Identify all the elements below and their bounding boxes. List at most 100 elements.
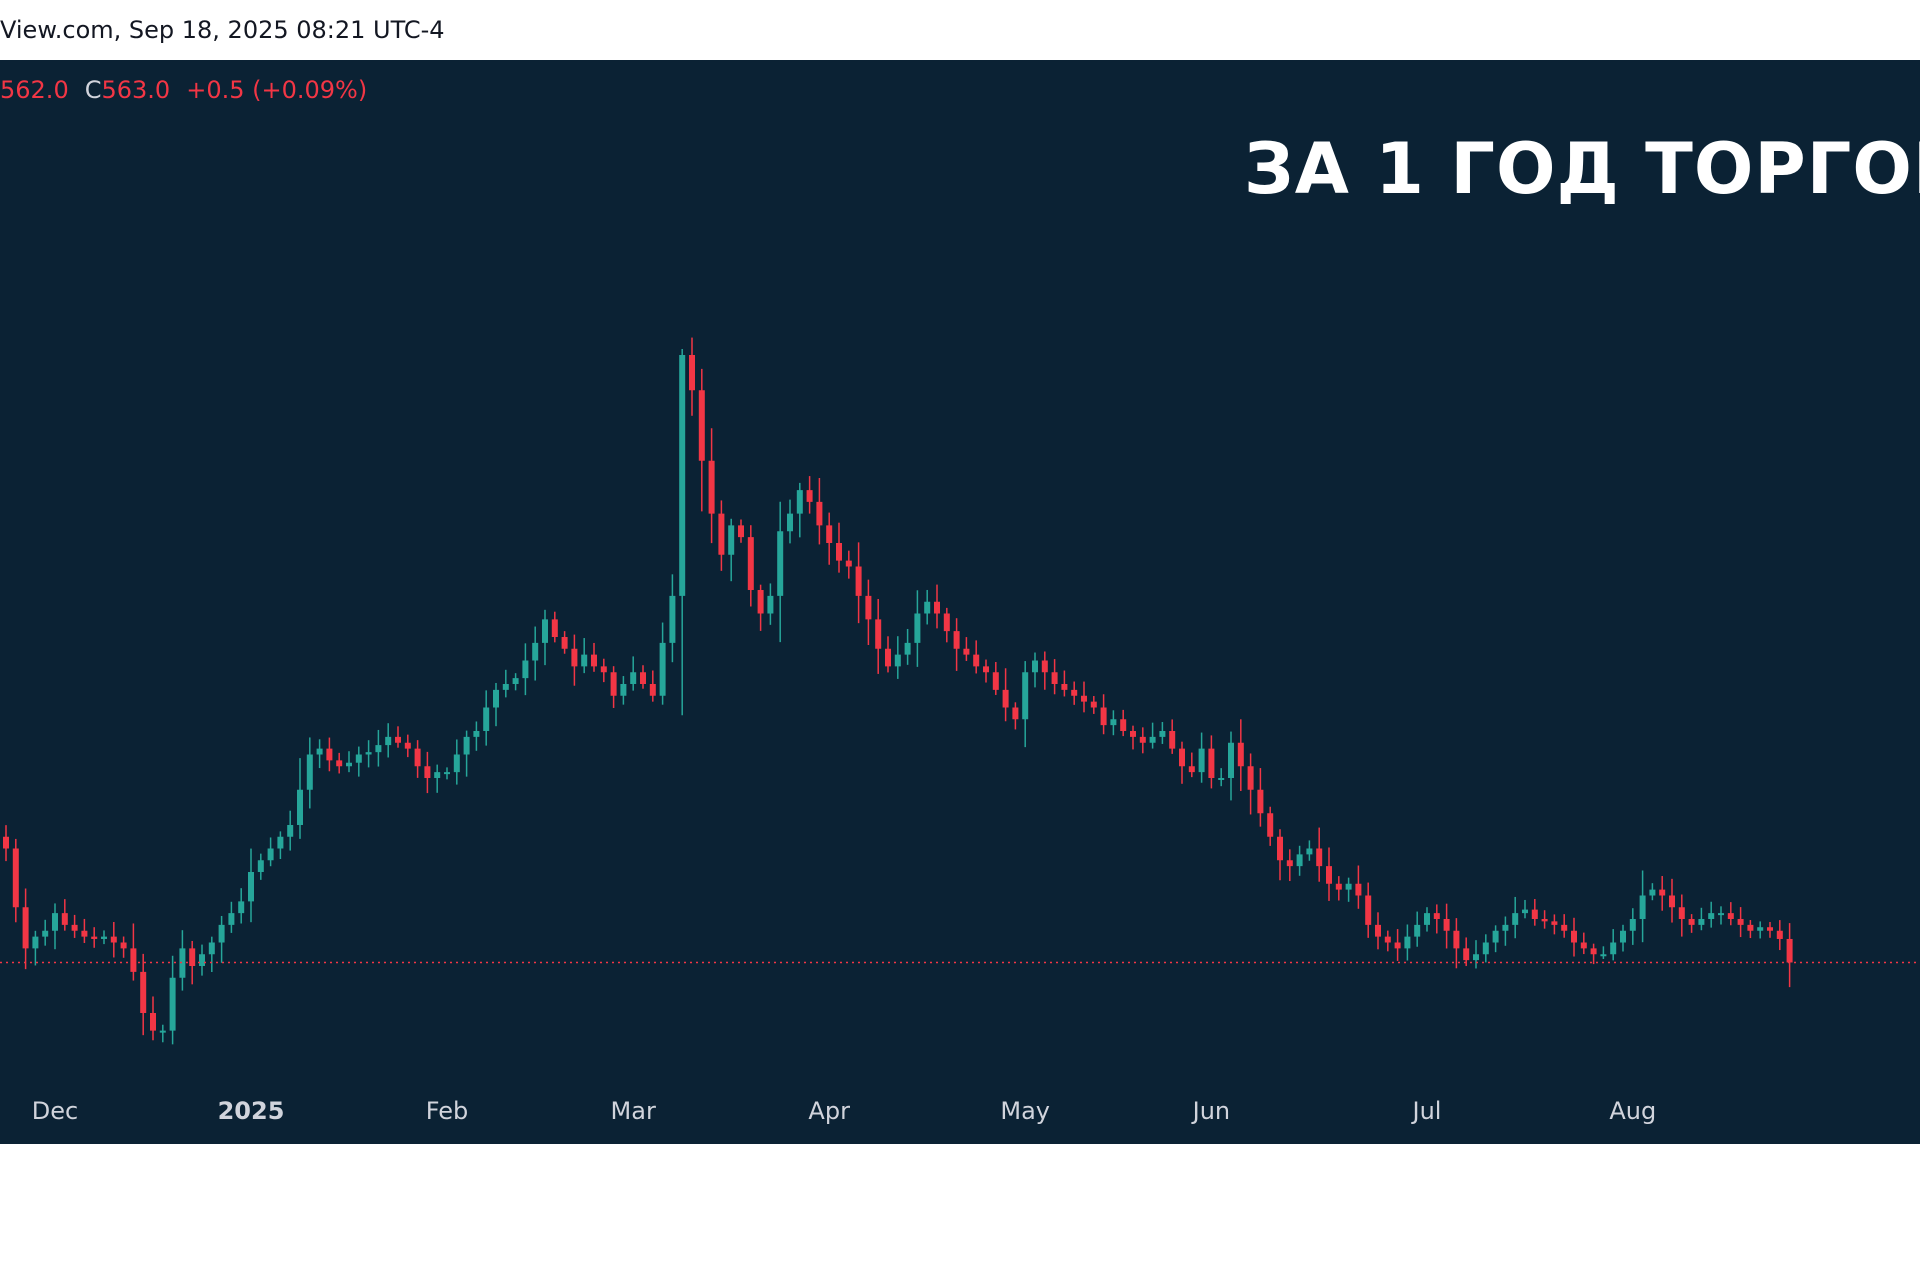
- candle-body[interactable]: [581, 654, 588, 667]
- candle-body[interactable]: [199, 954, 205, 966]
- candle-body[interactable]: [1678, 907, 1685, 919]
- candle-body[interactable]: [1198, 748, 1205, 773]
- candle-body[interactable]: [1649, 889, 1656, 896]
- candle-body[interactable]: [777, 531, 784, 596]
- candle-body[interactable]: [61, 913, 68, 925]
- candle-body[interactable]: [757, 590, 764, 614]
- candle-body[interactable]: [277, 836, 284, 849]
- candle-body[interactable]: [973, 654, 980, 667]
- candle-body[interactable]: [1394, 942, 1401, 949]
- candle-body[interactable]: [963, 648, 970, 655]
- candle-body[interactable]: [297, 789, 303, 825]
- candle-body[interactable]: [267, 848, 274, 861]
- candle-body[interactable]: [1365, 895, 1372, 925]
- candle-body[interactable]: [532, 642, 539, 661]
- candle-body[interactable]: [924, 601, 931, 614]
- candle-body[interactable]: [1463, 948, 1470, 961]
- candle-body[interactable]: [1453, 930, 1460, 949]
- candle-body[interactable]: [885, 648, 891, 667]
- candle-body[interactable]: [1492, 930, 1499, 943]
- candle-body[interactable]: [248, 872, 254, 902]
- candle-body[interactable]: [1051, 672, 1058, 684]
- candle-body[interactable]: [1384, 936, 1391, 943]
- candle-body[interactable]: [1737, 919, 1744, 925]
- candle-body[interactable]: [22, 907, 29, 949]
- candle-body[interactable]: [1747, 924, 1754, 931]
- candle-body[interactable]: [1590, 948, 1597, 955]
- candle-body[interactable]: [1433, 913, 1440, 919]
- candle-body[interactable]: [894, 654, 901, 667]
- candle-body[interactable]: [32, 936, 39, 949]
- candle-body[interactable]: [1335, 883, 1342, 890]
- candle-body[interactable]: [12, 848, 19, 908]
- candle-body[interactable]: [218, 924, 225, 943]
- candle-body[interactable]: [169, 977, 176, 1031]
- candle-body[interactable]: [444, 772, 450, 775]
- candle-body[interactable]: [306, 754, 313, 790]
- candle-body[interactable]: [542, 619, 548, 643]
- candle-body[interactable]: [110, 936, 117, 943]
- candle-body[interactable]: [42, 930, 49, 937]
- candle-body[interactable]: [1776, 930, 1783, 939]
- candle-body[interactable]: [689, 355, 695, 391]
- candle-body[interactable]: [1620, 930, 1626, 943]
- candle-body[interactable]: [1757, 927, 1764, 931]
- candle-body[interactable]: [904, 642, 911, 655]
- candle-body[interactable]: [659, 642, 666, 696]
- candle-body[interactable]: [1443, 919, 1450, 931]
- candle-body[interactable]: [1159, 731, 1166, 737]
- candle-body[interactable]: [1659, 889, 1666, 896]
- candle-body[interactable]: [159, 1030, 166, 1033]
- candle-body[interactable]: [1139, 736, 1146, 743]
- candle-body[interactable]: [983, 666, 989, 673]
- candle-body[interactable]: [463, 736, 470, 755]
- candle-body[interactable]: [630, 672, 637, 684]
- candle-body[interactable]: [845, 560, 852, 567]
- candle-body[interactable]: [992, 672, 999, 690]
- candle-body[interactable]: [346, 762, 352, 767]
- candle-body[interactable]: [1081, 695, 1087, 702]
- candle-body[interactable]: [1267, 813, 1274, 837]
- candle-body[interactable]: [1375, 924, 1381, 937]
- candle-body[interactable]: [287, 825, 294, 837]
- candle-body[interactable]: [189, 948, 196, 966]
- candle-body[interactable]: [512, 678, 519, 684]
- candle-body[interactable]: [238, 901, 245, 914]
- candle-body[interactable]: [1414, 924, 1421, 937]
- candle-body[interactable]: [855, 566, 862, 596]
- candle-body[interactable]: [91, 936, 98, 939]
- candle-body[interactable]: [1286, 860, 1293, 867]
- candle-body[interactable]: [1090, 701, 1097, 708]
- candle-body[interactable]: [767, 595, 774, 614]
- candle-body[interactable]: [1149, 736, 1156, 743]
- candle-body[interactable]: [787, 513, 793, 532]
- candle-body[interactable]: [424, 766, 431, 778]
- candle-body[interactable]: [943, 613, 950, 632]
- candle-body[interactable]: [257, 860, 264, 872]
- candle-body[interactable]: [1130, 731, 1136, 737]
- candle-body[interactable]: [1639, 895, 1646, 920]
- candle-body[interactable]: [1727, 913, 1734, 919]
- candle-body[interactable]: [649, 684, 656, 696]
- candle-body[interactable]: [1688, 919, 1695, 925]
- candle-body[interactable]: [1522, 909, 1528, 914]
- candle-body[interactable]: [1316, 848, 1323, 867]
- candle-body[interactable]: [355, 754, 362, 763]
- candle-body[interactable]: [365, 752, 372, 755]
- candle-body[interactable]: [620, 684, 627, 696]
- candle-body[interactable]: [640, 672, 646, 684]
- candle-body[interactable]: [1208, 748, 1215, 778]
- candle-body[interactable]: [698, 390, 705, 461]
- candle-body[interactable]: [120, 942, 127, 949]
- candle-body[interactable]: [600, 666, 607, 673]
- candle-body[interactable]: [836, 543, 842, 561]
- candle-body[interactable]: [130, 948, 137, 972]
- candle-body[interactable]: [326, 748, 333, 761]
- candle-body[interactable]: [708, 460, 715, 514]
- candle-body[interactable]: [150, 1013, 156, 1031]
- candle-body[interactable]: [1247, 766, 1254, 790]
- candle-body[interactable]: [1218, 778, 1225, 780]
- candle-body[interactable]: [404, 742, 411, 749]
- candle-body[interactable]: [934, 601, 940, 614]
- candle-body[interactable]: [1228, 742, 1234, 778]
